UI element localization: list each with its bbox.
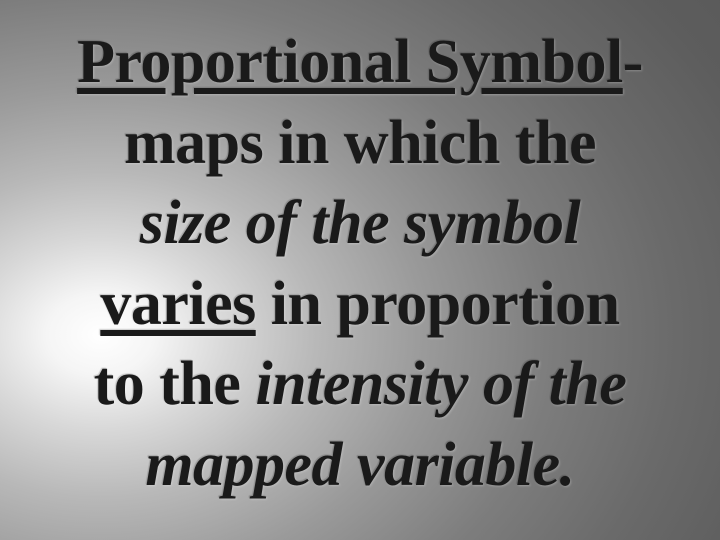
term-proportional-symbol: Proportional Symbol [77,28,623,96]
dash: - [623,28,643,96]
word-varies: varies [100,270,255,338]
slide-container: Proportional Symbol- maps in which the s… [0,0,720,540]
line-4-rest: in proportion [256,270,620,338]
definition-text: Proportional Symbol- maps in which the s… [77,22,643,506]
line-3-italic: size of the symbol [140,189,580,257]
line-2: maps in which the [124,109,596,177]
line-5a: to the [94,350,256,418]
line-5-italic: intensity of the [255,350,626,418]
line-6-italic: mapped variable. [145,431,574,499]
